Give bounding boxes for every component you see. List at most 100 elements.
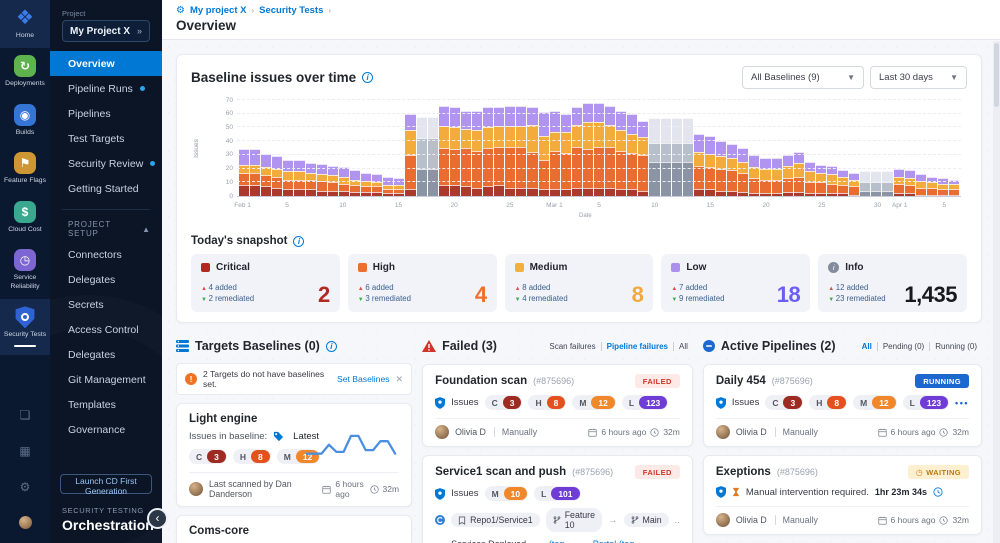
sidebar-item-overview[interactable]: Overview	[50, 51, 162, 76]
snapshot-card-low[interactable]: Low ▲ 7 added ▼ 9 remediated 18	[661, 254, 811, 312]
stacked-bar[interactable]	[261, 153, 272, 196]
sidebar-item-test-targets[interactable]: Test Targets	[68, 132, 125, 145]
info-icon[interactable]: i	[325, 340, 337, 352]
filter-pending-0-[interactable]: Pending (0)	[876, 341, 929, 351]
stacked-bar[interactable]	[704, 135, 716, 196]
stacked-bar[interactable]	[915, 173, 926, 196]
user-avatar[interactable]	[18, 516, 32, 529]
stacked-bar[interactable]	[516, 105, 527, 196]
sidebar-item-git-management[interactable]: Git Management	[68, 373, 146, 386]
stacked-bar[interactable]	[594, 102, 605, 196]
stacked-bar[interactable]	[327, 165, 338, 196]
stacked-bar[interactable]	[460, 111, 471, 196]
vertical-scrollbar[interactable]	[993, 41, 1000, 543]
branch-to-chip[interactable]: Main	[623, 513, 669, 527]
branch-from-chip[interactable]: Feature 10	[545, 508, 603, 532]
stacked-bar[interactable]	[405, 113, 416, 196]
stacked-bar[interactable]	[316, 164, 327, 196]
pipeline-card-foundation-scan[interactable]: Foundation scan (#875696) FAILED Issues …	[422, 364, 693, 447]
chat-icon[interactable]: ❏	[19, 408, 31, 422]
filter-all[interactable]: All	[672, 341, 693, 351]
stacked-bar[interactable]	[926, 176, 937, 196]
module-grid-icon[interactable]: ▦	[19, 444, 31, 458]
sidebar-item-connectors[interactable]: Connectors	[68, 248, 122, 261]
stacked-bar[interactable]	[272, 156, 283, 196]
stacked-bar[interactable]	[716, 141, 727, 196]
stacked-bar[interactable]	[416, 116, 427, 196]
stacked-bar[interactable]	[937, 178, 948, 196]
stacked-bar[interactable]	[749, 154, 760, 196]
module-item-cloud-cost[interactable]: $ Cloud Cost	[0, 194, 50, 242]
baselines-dropdown[interactable]: All Baselines (9) ▼	[742, 66, 864, 89]
sidebar-item-pipelines[interactable]: Pipelines	[68, 107, 111, 120]
launch-cd-first-gen-button[interactable]: Launch CD First Generation	[60, 474, 152, 496]
stacked-bar[interactable]	[349, 169, 361, 196]
stacked-bar[interactable]	[383, 176, 394, 196]
clock-blue-icon[interactable]	[933, 487, 943, 497]
stacked-bar[interactable]	[638, 120, 649, 196]
stacked-bar[interactable]	[438, 105, 449, 196]
repo-chip[interactable]: Repo1/Service1	[451, 513, 540, 527]
module-item-service-reliability[interactable]: ◷ Service Reliability	[0, 242, 50, 299]
sidebar-item-access-control[interactable]: Access Control	[68, 323, 139, 336]
stacked-bar[interactable]	[904, 170, 915, 196]
sidebar-item-governance[interactable]: Governance	[68, 423, 126, 436]
info-icon[interactable]: i	[293, 235, 305, 247]
stacked-bar[interactable]	[838, 170, 849, 196]
module-item-builds[interactable]: ◉ Builds	[0, 97, 50, 145]
breadcrumb-project-link[interactable]: My project X	[189, 5, 247, 16]
stacked-bar[interactable]	[738, 148, 749, 196]
snapshot-card-info[interactable]: i Info ▲ 12 added ▼ 23 remediated 1,435	[818, 254, 967, 312]
stacked-bar[interactable]	[782, 154, 793, 196]
stacked-bar[interactable]	[660, 117, 671, 196]
close-icon[interactable]: ✕	[395, 373, 404, 384]
stacked-bar[interactable]	[527, 106, 538, 196]
pipeline-card-service1[interactable]: Service1 scan and push (#875696) FAILED …	[422, 455, 693, 543]
daterange-dropdown[interactable]: Last 30 days ▼	[870, 66, 967, 89]
filter-all[interactable]: All	[861, 341, 872, 351]
stacked-bar[interactable]	[760, 157, 771, 196]
tag-link[interactable]: (tag #123),	[549, 539, 587, 543]
stacked-bar[interactable]	[250, 149, 261, 196]
stacked-bar[interactable]	[815, 164, 826, 196]
portal-tag-link[interactable]: Portal (tag #124..	[593, 539, 653, 543]
stacked-bar[interactable]	[427, 116, 438, 196]
project-selector[interactable]: My Project X »	[62, 20, 150, 42]
scrollbar-thumb[interactable]	[994, 43, 999, 107]
stacked-bar[interactable]	[361, 172, 372, 196]
sidebar-item-security-review[interactable]: Security Review	[50, 151, 162, 176]
stacked-bar[interactable]	[449, 106, 460, 196]
sidebar-item-getting-started[interactable]: Getting Started	[68, 182, 139, 195]
stacked-bar[interactable]	[860, 171, 871, 196]
module-item-feature-flags[interactable]: ⚑ Feature Flags	[0, 145, 50, 193]
stacked-bar[interactable]	[505, 105, 516, 196]
stacked-bar[interactable]	[283, 160, 294, 196]
stacked-bar[interactable]	[582, 102, 593, 196]
sidebar-item-delegates[interactable]: Delegates	[68, 273, 116, 286]
project-setup-section[interactable]: PROJECT SETUP ▲	[50, 218, 162, 242]
module-item-security-tests[interactable]: Security Tests	[0, 299, 50, 355]
stacked-bar[interactable]	[671, 117, 682, 196]
stacked-bar[interactable]	[294, 160, 305, 196]
stacked-bar[interactable]	[804, 161, 815, 196]
more-issues-ellipsis[interactable]: •••	[955, 397, 969, 408]
sidebar-collapse-button[interactable]: ‹	[147, 508, 168, 529]
settings-gear-icon[interactable]: ⚙	[19, 480, 31, 494]
snapshot-card-high[interactable]: High ▲ 6 added ▼ 3 remediated 4	[347, 254, 497, 312]
stacked-bar[interactable]	[871, 171, 882, 196]
sidebar-item-delegates[interactable]: Delegates	[68, 348, 116, 361]
stacked-bar[interactable]	[771, 157, 782, 196]
set-baselines-link[interactable]: Set Baselines	[336, 374, 390, 384]
sidebar-item-templates[interactable]: Templates	[68, 398, 116, 411]
stacked-bar[interactable]	[893, 168, 904, 196]
stacked-bar[interactable]	[372, 174, 383, 196]
sidebar-item-secrets[interactable]: Secrets	[68, 298, 104, 311]
stacked-bar[interactable]	[494, 106, 505, 196]
snapshot-card-critical[interactable]: Critical ▲ 4 added ▼ 2 remediated 2	[191, 254, 340, 312]
stacked-bar[interactable]	[826, 165, 838, 196]
stacked-bar[interactable]	[682, 117, 693, 196]
stacked-bar[interactable]	[571, 107, 582, 196]
filter-scan-failures[interactable]: Scan failures	[549, 341, 596, 351]
module-item-deployments[interactable]: ↻ Deployments	[0, 48, 50, 96]
